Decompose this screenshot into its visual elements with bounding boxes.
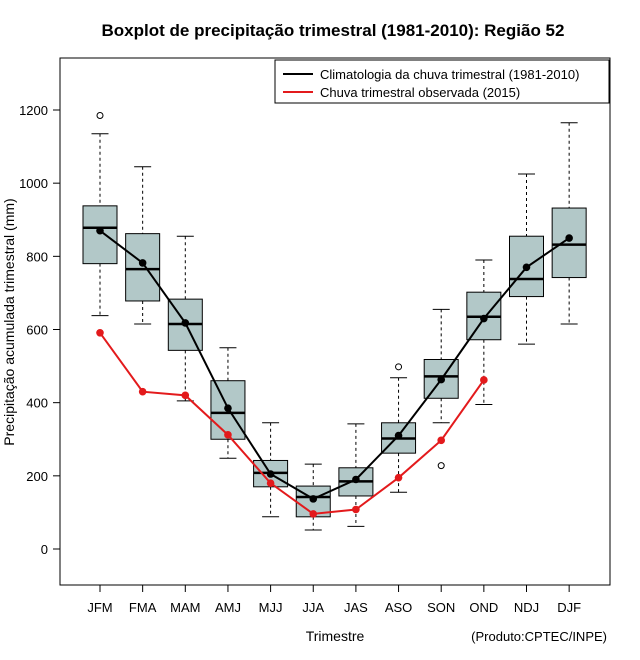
box-djf [551, 122, 587, 325]
iqr-box [125, 233, 161, 302]
series-point-climatology [480, 314, 488, 323]
iqr-box [551, 207, 587, 279]
iqr-box [210, 380, 246, 440]
series-layer [96, 226, 573, 518]
y-tick-label: 0 [41, 542, 48, 557]
series-point-climatology [181, 319, 190, 327]
series-point-observed [437, 436, 446, 445]
series-point-climatology [96, 226, 104, 235]
series-observed [96, 328, 488, 518]
x-tick-label: FMA [129, 600, 157, 615]
box-jfm [82, 111, 118, 317]
y-tick-label: 800 [26, 249, 48, 264]
series-point-climatology [266, 470, 275, 478]
series-point-observed [138, 387, 147, 396]
x-tick-label: AMJ [215, 600, 241, 615]
series-point-climatology [138, 259, 147, 267]
series-point-climatology [309, 495, 318, 503]
outlier-point [395, 363, 403, 371]
x-tick-label: SON [427, 600, 455, 615]
series-point-observed [96, 328, 104, 337]
x-tick-label: MAM [170, 600, 200, 615]
series-point-climatology [522, 263, 531, 272]
iqr-box [82, 205, 118, 265]
credit-text: (Produto:CPTEC/INPE) [471, 629, 607, 644]
series-point-climatology [352, 475, 360, 484]
series-climatology [96, 226, 573, 503]
series-point-climatology [394, 431, 403, 440]
y-tick-label: 400 [26, 396, 48, 411]
legend-climatology-label: Climatologia da chuva trimestral (1981-2… [320, 67, 579, 82]
series-point-observed [309, 510, 318, 518]
legend: Climatologia da chuva trimestral (1981-2… [274, 59, 610, 104]
outlier-point [96, 111, 104, 119]
x-tick-label: DJF [557, 600, 581, 615]
x-tick-label: NDJ [514, 600, 539, 615]
series-line-climatology [99, 229, 570, 501]
y-tick-label: 1200 [19, 103, 48, 118]
series-point-climatology [565, 234, 573, 242]
plot-frame [59, 57, 611, 586]
series-point-observed [181, 391, 190, 400]
x-tick-label: JAS [344, 600, 368, 615]
axes: 0 200 400 600 800 1000 1200 JFM FMA MAM AMJ MJJ JJA J… [19, 103, 581, 615]
x-axis-label: Trimestre [306, 628, 365, 644]
series-point-observed [480, 376, 488, 384]
box-mam [167, 235, 203, 402]
boxes-layer [82, 111, 587, 531]
box-son [423, 308, 459, 470]
series-point-climatology [224, 404, 232, 412]
series-point-observed [352, 505, 360, 514]
series-point-climatology [437, 375, 446, 384]
y-tick-label: 200 [26, 469, 48, 484]
y-axis-label: Precipitação acumulada trimestral (mm) [1, 198, 17, 445]
y-tick-label: 600 [26, 323, 48, 338]
series-point-observed [224, 431, 232, 439]
legend-box [274, 59, 610, 104]
x-tick-label: OND [469, 600, 498, 615]
outlier-point [437, 462, 445, 470]
series-line-observed [99, 332, 485, 515]
x-tick-label: ASO [385, 600, 412, 615]
box-aso [381, 363, 417, 493]
series-point-observed [266, 479, 275, 487]
x-tick-label: JJA [302, 600, 324, 615]
x-tick-label: JFM [87, 600, 112, 615]
legend-observed-label: Chuva trimestral observada (2015) [320, 85, 520, 100]
box-fma [125, 166, 161, 325]
series-point-observed [394, 473, 403, 482]
chart-title: Boxplot de precipitação trimestral (1981… [102, 21, 565, 40]
x-tick-label: MJJ [259, 600, 283, 615]
y-tick-label: 1000 [19, 176, 48, 191]
box-amj [210, 347, 246, 459]
